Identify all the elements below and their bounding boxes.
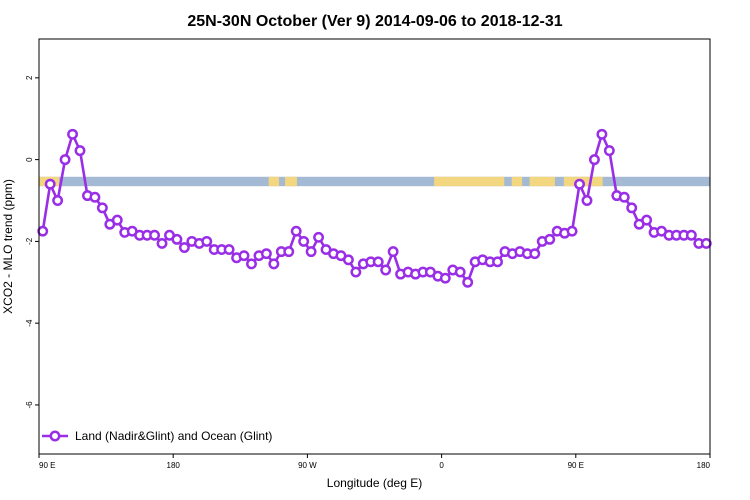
data-point bbox=[596, 128, 608, 140]
x-tick-label: 180 bbox=[697, 461, 711, 470]
data-point bbox=[178, 242, 190, 253]
data-point bbox=[454, 266, 466, 278]
data-point bbox=[641, 214, 653, 226]
data-point bbox=[685, 229, 697, 241]
data-point bbox=[588, 154, 600, 166]
data-point bbox=[67, 128, 79, 140]
data-point bbox=[201, 235, 213, 247]
plot-area bbox=[37, 128, 712, 288]
x-tick-label: 0 bbox=[439, 461, 444, 470]
data-point bbox=[290, 225, 302, 237]
data-point bbox=[171, 233, 183, 245]
data-point bbox=[74, 145, 86, 157]
y-tick-label: -2 bbox=[25, 237, 34, 245]
legend: Land (Nadir&Glint) and Ocean (Glint) bbox=[42, 429, 272, 443]
surface-strip-land-1 bbox=[268, 176, 280, 187]
data-point bbox=[603, 145, 615, 157]
data-point bbox=[439, 272, 451, 284]
data-point bbox=[283, 246, 295, 258]
x-tick-label: 180 bbox=[167, 461, 181, 470]
data-point bbox=[700, 237, 712, 249]
data-point bbox=[223, 244, 235, 256]
data-point bbox=[626, 202, 638, 214]
data-point bbox=[492, 256, 503, 268]
x-tick-label: 90 W bbox=[298, 461, 317, 470]
legend-label: Land (Nadir&Glint) and Ocean (Glint) bbox=[75, 429, 272, 443]
chart-title: 25N-30N October (Ver 9) 2014-09-06 to 20… bbox=[187, 13, 562, 30]
data-point bbox=[260, 248, 272, 260]
data-point bbox=[96, 202, 108, 214]
x-axis: 90 E 180 90 W 0 90 E 180 bbox=[38, 454, 711, 470]
data-point bbox=[111, 214, 123, 226]
data-point bbox=[544, 233, 556, 245]
data-point bbox=[52, 195, 64, 206]
data-point bbox=[350, 266, 362, 278]
data-point bbox=[380, 264, 392, 276]
surface-strip-ocean bbox=[39, 176, 710, 187]
data-point bbox=[618, 191, 630, 203]
surface-strip-land-3 bbox=[434, 176, 505, 187]
y-axis: 2 0 -2 -4 -6 bbox=[25, 75, 39, 408]
data-point bbox=[89, 191, 101, 203]
surface-strip-land-5 bbox=[529, 176, 555, 187]
data-point bbox=[566, 225, 578, 237]
data-point bbox=[238, 250, 250, 262]
data-point bbox=[574, 178, 585, 190]
data-point bbox=[387, 246, 399, 258]
data-point bbox=[37, 225, 49, 237]
data-point bbox=[305, 246, 317, 258]
plot-frame bbox=[38, 38, 711, 455]
data-point bbox=[44, 178, 56, 190]
surface-strip-land-2 bbox=[285, 176, 297, 187]
data-point bbox=[372, 256, 384, 268]
data-point bbox=[313, 231, 325, 243]
y-tick-label: -4 bbox=[25, 319, 34, 327]
data-point bbox=[268, 258, 280, 270]
legend-marker-swatch bbox=[49, 430, 61, 442]
data-point bbox=[581, 195, 593, 206]
data-point bbox=[529, 248, 541, 260]
x-axis-label: Longitude (deg E) bbox=[327, 476, 422, 490]
y-tick-label: -6 bbox=[25, 401, 34, 409]
x-tick-label: 90 E bbox=[39, 461, 55, 470]
data-point bbox=[298, 235, 310, 247]
data-point bbox=[59, 154, 71, 166]
y-tick-label: 0 bbox=[25, 157, 34, 162]
y-axis-label: XCO2 - MLO trend (ppm) bbox=[1, 179, 15, 314]
surface-strip-land-4 bbox=[511, 176, 523, 187]
data-point bbox=[342, 254, 354, 266]
data-point bbox=[149, 229, 161, 241]
data-point bbox=[462, 276, 474, 288]
y-tick-label: 2 bbox=[25, 75, 34, 80]
data-point bbox=[246, 258, 257, 270]
x-tick-label: 90 E bbox=[568, 461, 584, 470]
data-point bbox=[156, 237, 168, 249]
